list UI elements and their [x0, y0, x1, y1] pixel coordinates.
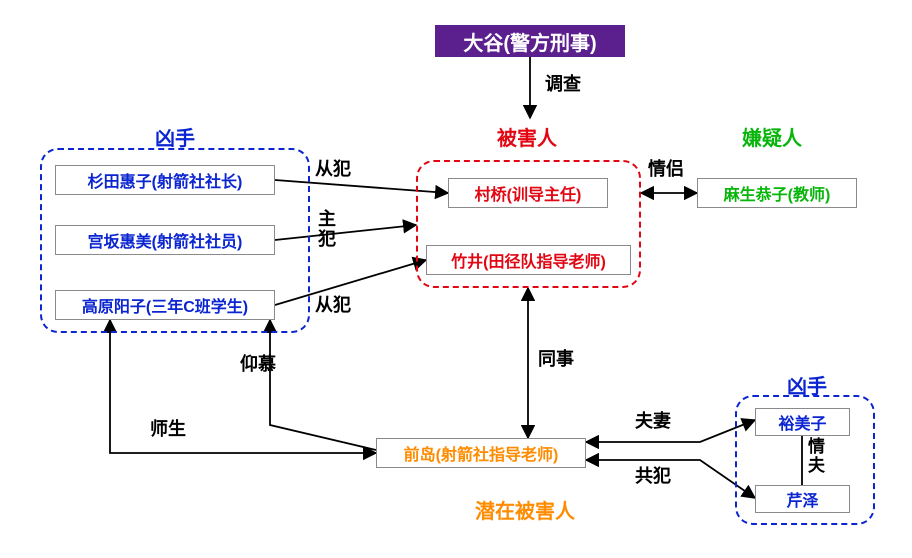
e-teacher-student-label: 师生: [150, 420, 186, 440]
e-investigate-label: 调查: [545, 75, 581, 95]
e-lover-label: 情 夫: [808, 438, 825, 475]
e-couple-label: 情侣: [648, 160, 684, 180]
n-sugita: 杉田惠子(射箭社社长): [55, 165, 275, 195]
n-murabashi: 村桥(训导主任): [448, 178, 608, 208]
e-accomplice1-label: 从犯: [315, 160, 351, 180]
n-yumiko: 裕美子: [755, 408, 850, 436]
e-main-label: 主 犯: [318, 210, 336, 250]
title-box: 大谷(警方刑事): [435, 25, 625, 57]
e-colleague-label: 同事: [538, 350, 574, 370]
r-victim: 被害人: [497, 122, 557, 151]
e-accomplice3-label: 共犯: [635, 467, 671, 487]
n-serizawa: 芹泽: [755, 485, 850, 513]
n-maeshima: 前岛(射箭社指导老师): [376, 438, 586, 468]
n-miyasaka: 宫坂惠美(射箭社社员): [55, 225, 275, 255]
e-accomplice2-label: 从犯: [315, 296, 351, 316]
r-potential: 潜在被害人: [475, 495, 575, 524]
n-takahara: 高原阳子(三年C班学生): [55, 290, 275, 320]
e-admire-label: 仰慕: [240, 355, 276, 375]
n-aso: 麻生恭子(教师): [697, 178, 857, 208]
r-killer-left: 凶手: [155, 122, 195, 151]
e-spouse-label: 夫妻: [635, 412, 671, 432]
r-suspect: 嫌疑人: [742, 122, 802, 151]
n-takei: 竹井(田径队指导老师): [426, 245, 631, 275]
